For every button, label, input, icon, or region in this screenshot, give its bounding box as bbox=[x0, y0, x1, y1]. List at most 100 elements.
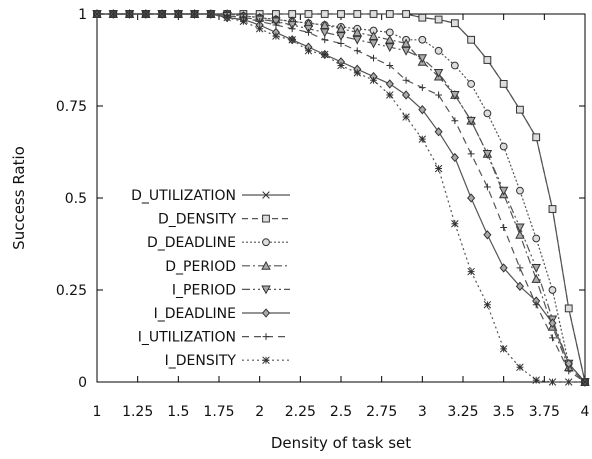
data-point-d-period bbox=[401, 38, 411, 48]
y-tick-label: 0 bbox=[78, 375, 87, 391]
legend-marker-i-deadline bbox=[261, 308, 271, 318]
data-point-i-utilization bbox=[353, 47, 361, 55]
legend-marker-d-deadline bbox=[262, 238, 270, 247]
data-point-i-utilization bbox=[549, 334, 556, 342]
data-point-i-period bbox=[401, 46, 411, 56]
data-point-d-period bbox=[319, 20, 330, 29]
data-point-i-density bbox=[272, 32, 280, 40]
data-point-i-period bbox=[368, 39, 379, 49]
series-lines bbox=[92, 9, 590, 387]
data-point-d-deadline bbox=[418, 35, 427, 44]
data-point-d-density bbox=[288, 10, 297, 18]
data-point-d-density bbox=[369, 10, 378, 18]
data-point-i-period bbox=[433, 68, 444, 78]
data-point-i-utilization bbox=[516, 264, 524, 272]
data-point-d-density bbox=[304, 10, 313, 18]
y-tick-label: 0.5 bbox=[65, 191, 87, 207]
data-point-i-density bbox=[386, 91, 394, 99]
series-i-density bbox=[93, 10, 589, 386]
data-point-i-deadline bbox=[564, 358, 573, 369]
x-ticks: 1 1.25 1.5 1.75 2 2.25 2.5 2.75 3 3.25 3.5 3.75 4 bbox=[93, 14, 590, 420]
data-point-i-density bbox=[337, 61, 345, 70]
data-point-i-deadline bbox=[434, 127, 443, 137]
legend-marker-i-utilization bbox=[262, 333, 270, 340]
x-tick-label: 4 bbox=[581, 404, 590, 420]
data-point-i-density bbox=[207, 10, 215, 18]
data-point-i-utilization bbox=[321, 36, 329, 44]
legend-marker-d-density bbox=[262, 214, 270, 223]
data-point-d-deadline bbox=[548, 286, 557, 294]
legend-label-d-utilization: D_UTILIZATION bbox=[131, 188, 236, 204]
data-point-i-density bbox=[320, 50, 329, 59]
x-tick-label: 1.5 bbox=[167, 404, 189, 420]
data-point-d-density bbox=[337, 10, 345, 18]
legend-label-i-utilization: I_UTILIZATION bbox=[138, 330, 236, 346]
data-point-i-density bbox=[581, 378, 589, 386]
legend-label-d-density: D_DENSITY bbox=[158, 212, 236, 228]
data-point-d-period bbox=[336, 23, 346, 33]
legend-label-d-deadline: D_DEADLINE bbox=[147, 235, 236, 251]
data-point-i-density bbox=[142, 10, 150, 18]
data-point-i-utilization bbox=[484, 183, 491, 191]
data-point-i-period bbox=[531, 264, 541, 273]
data-point-i-density bbox=[190, 10, 199, 18]
data-point-i-period bbox=[515, 223, 525, 233]
legend-label-i-deadline: I_DEADLINE bbox=[154, 306, 236, 322]
data-point-d-density bbox=[548, 205, 557, 213]
data-point-i-density bbox=[353, 69, 362, 77]
data-point-i-utilization bbox=[272, 21, 280, 29]
x-tick-label: 3 bbox=[418, 404, 427, 420]
data-point-i-density bbox=[516, 363, 524, 372]
x-tick-label: 2.5 bbox=[330, 404, 352, 420]
data-point-i-density bbox=[158, 10, 166, 18]
data-point-i-period bbox=[417, 54, 428, 64]
x-tick-label: 1.75 bbox=[203, 404, 234, 420]
data-point-d-density bbox=[467, 35, 476, 44]
data-point-i-density bbox=[564, 378, 573, 386]
data-point-i-period bbox=[287, 21, 297, 31]
data-point-i-utilization bbox=[305, 29, 312, 36]
data-point-d-deadline bbox=[516, 186, 524, 195]
data-point-i-density bbox=[434, 164, 443, 173]
y-ticks: 0 0.25 0.5 0.75 1 bbox=[56, 7, 585, 391]
data-point-d-density bbox=[418, 13, 427, 22]
data-point-i-density bbox=[418, 135, 427, 143]
data-point-i-deadline bbox=[385, 79, 394, 89]
x-tick-label: 2 bbox=[255, 404, 264, 420]
data-point-d-period bbox=[352, 27, 363, 37]
data-point-i-deadline bbox=[467, 193, 476, 203]
data-point-i-utilization bbox=[500, 224, 508, 231]
data-point-i-period bbox=[482, 149, 493, 159]
legend-label-d-period: D_PERIOD bbox=[165, 259, 236, 275]
data-point-i-utilization bbox=[288, 25, 296, 33]
data-point-d-density bbox=[385, 10, 394, 18]
data-point-i-utilization bbox=[451, 117, 459, 125]
y-axis-title: Success Ratio bbox=[10, 146, 28, 250]
data-point-d-period bbox=[515, 229, 525, 239]
data-point-i-density bbox=[499, 345, 508, 353]
data-point-d-deadline bbox=[499, 142, 508, 151]
data-point-i-utilization bbox=[467, 150, 475, 158]
data-point-i-utilization bbox=[402, 76, 410, 84]
x-tick-label: 3.75 bbox=[529, 404, 560, 420]
legend-marker-d-period bbox=[261, 260, 271, 270]
data-point-i-deadline bbox=[548, 318, 557, 328]
data-point-i-utilization bbox=[337, 40, 345, 47]
data-point-i-density bbox=[125, 10, 134, 18]
data-point-i-utilization bbox=[370, 54, 377, 62]
data-point-i-density bbox=[109, 10, 118, 18]
legend-label-i-density: I_DENSITY bbox=[165, 353, 237, 369]
data-point-i-density bbox=[223, 13, 231, 22]
data-point-d-density bbox=[434, 15, 443, 24]
data-point-d-density bbox=[483, 56, 492, 64]
data-point-i-deadline bbox=[418, 105, 427, 115]
data-point-i-density bbox=[304, 47, 313, 55]
data-point-i-density bbox=[467, 267, 475, 276]
data-point-i-period bbox=[271, 17, 281, 27]
data-point-i-period bbox=[336, 32, 346, 42]
data-point-i-utilization bbox=[386, 62, 394, 69]
data-point-i-density bbox=[451, 220, 459, 228]
data-point-d-period bbox=[531, 273, 541, 283]
data-point-d-density bbox=[450, 19, 459, 28]
